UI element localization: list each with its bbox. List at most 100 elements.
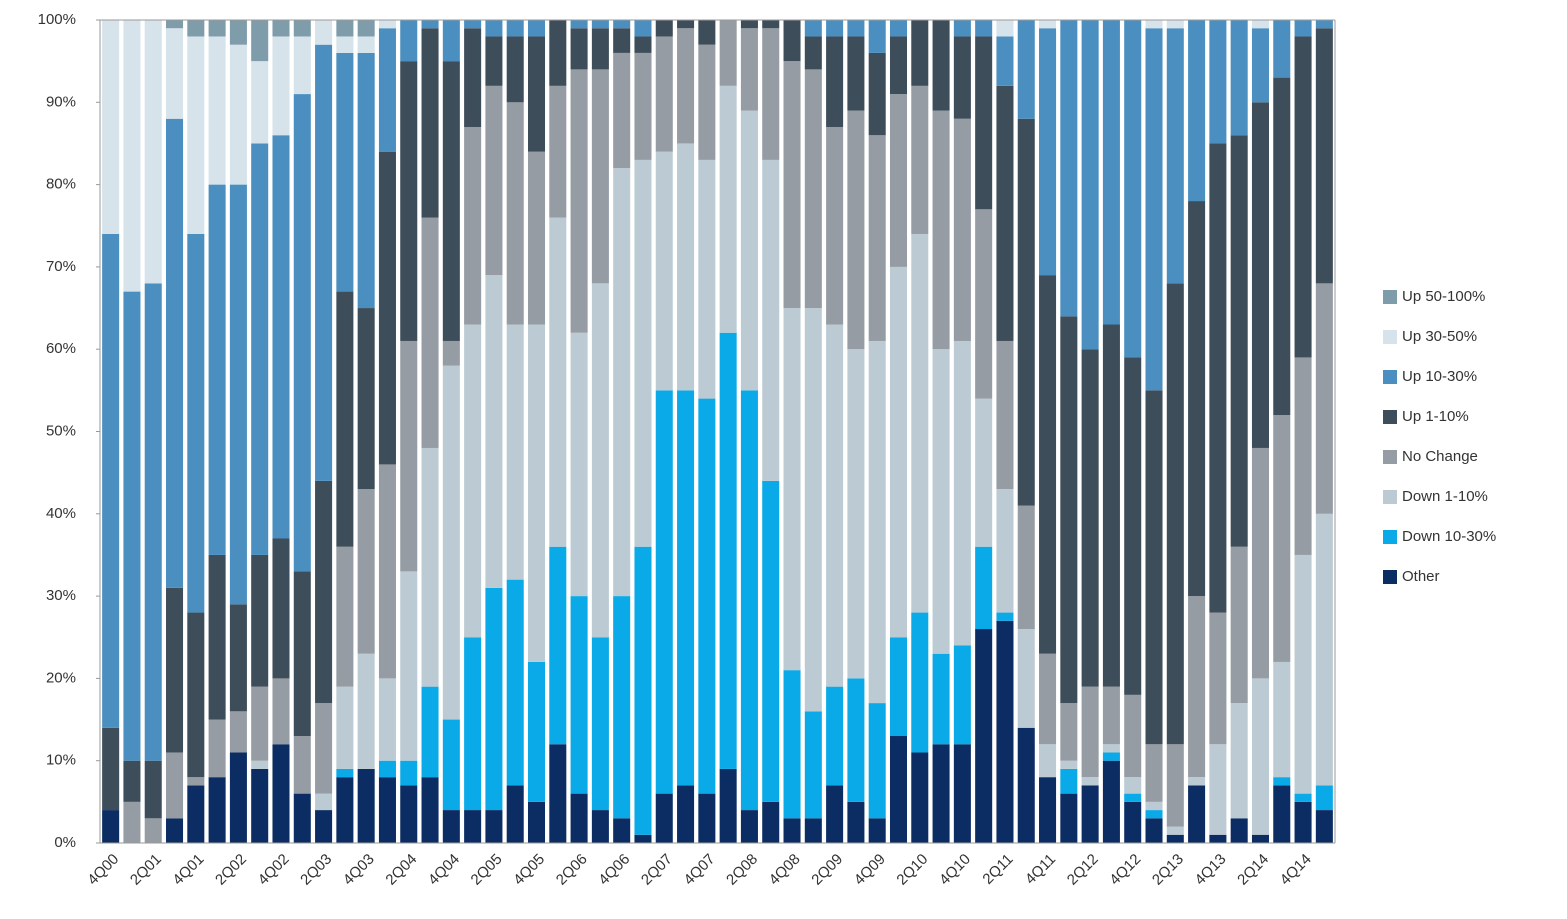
legend-label: Up 30-50% [1402, 328, 1477, 345]
legend-swatch [1383, 290, 1397, 304]
bar-segment [357, 52, 375, 309]
bar-segment [506, 102, 524, 325]
bar-segment [783, 308, 801, 671]
bar-segment [847, 110, 865, 350]
bar-segment [166, 118, 184, 588]
bar-segment [1166, 28, 1184, 284]
bar-segment [826, 36, 844, 127]
bar-segment [804, 308, 822, 712]
bar-segment [740, 110, 758, 391]
bar-segment [229, 752, 247, 843]
bar-segment [719, 20, 737, 86]
x-tick-label: 4Q04 [425, 851, 463, 889]
x-tick-label: 2Q13 [1149, 851, 1187, 889]
x-tick-label: 4Q13 [1192, 851, 1230, 889]
bar-segment [357, 653, 375, 769]
legend-swatch [1383, 370, 1397, 384]
bar-segment [549, 20, 567, 86]
bar-segment [975, 36, 993, 210]
bar-segment [549, 744, 567, 843]
bar-segment [187, 233, 205, 613]
bar-segment [1060, 316, 1078, 704]
bar-segment [1102, 760, 1120, 843]
bar-segment [634, 20, 652, 37]
bar-segment [421, 777, 439, 843]
bar-segment [996, 85, 1014, 341]
bar-segment [783, 20, 801, 62]
bar-segment [762, 28, 780, 160]
bar-segment [698, 159, 716, 399]
bar-segment [1251, 28, 1269, 103]
bar-segment [187, 612, 205, 778]
bar-segment [613, 168, 631, 597]
x-tick-label: 4Q02 [255, 851, 293, 889]
bar-segment [1060, 760, 1078, 769]
bar-segment [1039, 653, 1057, 745]
bar-segment [1273, 785, 1291, 843]
x-tick-label: 2Q11 [979, 851, 1016, 888]
bar-segment [336, 546, 354, 687]
bar-segment [996, 340, 1014, 490]
x-tick-label: 2Q05 [468, 851, 506, 889]
bar-segment [251, 554, 269, 687]
legend-swatch [1383, 330, 1397, 344]
bar-segment [123, 801, 141, 843]
bar-segment [336, 291, 354, 547]
bar-segment [1102, 744, 1120, 753]
bar-segment [315, 480, 333, 704]
bar-segment [421, 686, 439, 778]
bar-segment [932, 20, 950, 111]
bar-segment [591, 20, 609, 29]
bar-segment [144, 760, 162, 819]
bar-segment [549, 217, 567, 547]
bar-segment [442, 365, 460, 720]
bar-segment [1294, 554, 1312, 794]
bar-segment [1145, 810, 1163, 819]
bar-segment [208, 36, 226, 185]
bar-segment [613, 28, 631, 53]
bar-segment [1230, 135, 1248, 547]
x-tick-label: 2Q09 [808, 851, 846, 889]
bar-segment [1039, 275, 1057, 654]
bar-segment [762, 159, 780, 481]
bar-segment [421, 28, 439, 218]
legend-swatch [1383, 410, 1397, 424]
bar-segment [1251, 20, 1269, 29]
bar-segment [783, 670, 801, 819]
bar-segment [187, 777, 205, 786]
bar-segment [229, 184, 247, 605]
legend-label: Down 10-30% [1402, 528, 1496, 545]
bar-segment [1188, 20, 1206, 202]
x-tick-label: 4Q08 [766, 851, 804, 889]
bar-segment [1294, 20, 1312, 37]
bar-segment [315, 793, 333, 811]
legend-swatch [1383, 490, 1397, 504]
bar-segment [187, 36, 205, 234]
bar-segment [102, 233, 120, 728]
bar-segment [1145, 28, 1163, 391]
bar-segment [613, 52, 631, 169]
bar-segment [826, 324, 844, 687]
bar-segment [1039, 28, 1057, 276]
bar-segment [315, 703, 333, 794]
bar-segment [1230, 818, 1248, 843]
bar-segment [698, 398, 716, 794]
bar-segment [1209, 20, 1227, 144]
bar-segment [1166, 20, 1184, 29]
bar-segment [804, 36, 822, 70]
bar-segment [485, 20, 503, 37]
bar-segment [868, 52, 886, 136]
x-tick-label: 4Q11 [1022, 851, 1059, 888]
bar-segment [336, 768, 354, 778]
bar-segment [1315, 28, 1333, 284]
bar-segment [1124, 357, 1142, 695]
bar-segment [549, 546, 567, 745]
bar-segment [740, 390, 758, 811]
bar-segment [400, 61, 418, 341]
bar-segment [464, 20, 482, 29]
bar-segment [570, 596, 588, 794]
bar-segment [932, 653, 950, 745]
bar-segment [336, 777, 354, 843]
bar-segment [1145, 20, 1163, 29]
bar-segment [378, 777, 396, 843]
